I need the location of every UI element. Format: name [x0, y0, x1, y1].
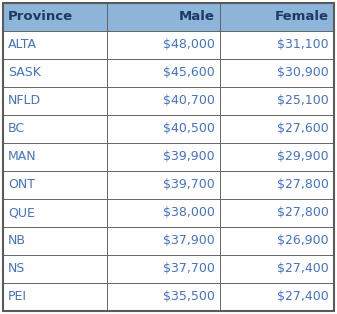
Bar — [3, 199, 107, 227]
Bar — [107, 199, 220, 227]
Bar — [220, 283, 334, 311]
Bar — [220, 199, 334, 227]
Text: MAN: MAN — [8, 150, 37, 164]
Bar — [220, 3, 334, 31]
Text: $27,400: $27,400 — [277, 263, 329, 275]
Bar — [220, 143, 334, 171]
Text: BC: BC — [8, 122, 25, 136]
Bar — [3, 87, 107, 115]
Text: $35,500: $35,500 — [163, 290, 215, 304]
Text: QUE: QUE — [8, 207, 35, 219]
Text: $37,700: $37,700 — [163, 263, 215, 275]
Text: $45,600: $45,600 — [163, 67, 215, 79]
Text: $27,800: $27,800 — [277, 178, 329, 192]
Text: NS: NS — [8, 263, 25, 275]
Bar — [220, 115, 334, 143]
Bar — [3, 143, 107, 171]
Text: NB: NB — [8, 235, 26, 247]
Text: ALTA: ALTA — [8, 39, 37, 51]
Text: $39,900: $39,900 — [163, 150, 215, 164]
Bar — [107, 171, 220, 199]
Bar — [3, 227, 107, 255]
Text: PEI: PEI — [8, 290, 27, 304]
Text: $38,000: $38,000 — [163, 207, 215, 219]
Text: $27,600: $27,600 — [277, 122, 329, 136]
Text: Female: Female — [275, 10, 329, 24]
Text: $26,900: $26,900 — [277, 235, 329, 247]
Text: $27,800: $27,800 — [277, 207, 329, 219]
Text: $48,000: $48,000 — [163, 39, 215, 51]
Text: Province: Province — [8, 10, 73, 24]
Bar — [3, 31, 107, 59]
Bar — [107, 87, 220, 115]
Bar — [3, 171, 107, 199]
Bar — [3, 59, 107, 87]
Bar — [3, 3, 107, 31]
Bar — [107, 59, 220, 87]
Bar — [107, 255, 220, 283]
Bar — [3, 283, 107, 311]
Bar — [107, 227, 220, 255]
Text: $40,700: $40,700 — [163, 95, 215, 107]
Text: $37,900: $37,900 — [163, 235, 215, 247]
Text: $31,100: $31,100 — [277, 39, 329, 51]
Text: $30,900: $30,900 — [277, 67, 329, 79]
Bar — [107, 115, 220, 143]
Text: $25,100: $25,100 — [277, 95, 329, 107]
Text: $27,400: $27,400 — [277, 290, 329, 304]
Bar — [107, 3, 220, 31]
Bar — [107, 143, 220, 171]
Text: ONT: ONT — [8, 178, 35, 192]
Bar — [220, 171, 334, 199]
Bar — [220, 227, 334, 255]
Text: $39,700: $39,700 — [163, 178, 215, 192]
Bar — [3, 115, 107, 143]
Bar — [107, 283, 220, 311]
Bar — [220, 31, 334, 59]
Text: NFLD: NFLD — [8, 95, 41, 107]
Text: $40,500: $40,500 — [163, 122, 215, 136]
Bar — [220, 59, 334, 87]
Text: SASK: SASK — [8, 67, 41, 79]
Bar — [220, 255, 334, 283]
Bar — [3, 255, 107, 283]
Text: Male: Male — [179, 10, 215, 24]
Bar — [107, 31, 220, 59]
Bar — [220, 87, 334, 115]
Text: $29,900: $29,900 — [277, 150, 329, 164]
